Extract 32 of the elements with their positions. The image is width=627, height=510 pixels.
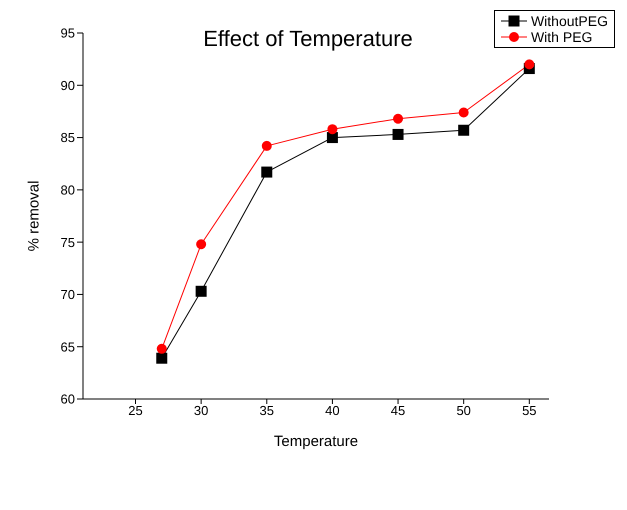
y-tick-label: 60 (60, 392, 75, 407)
legend-label: With PEG (530, 29, 592, 45)
x-tick-label: 30 (194, 403, 208, 418)
x-tick-label: 35 (260, 403, 274, 418)
point (196, 239, 206, 250)
point (156, 344, 167, 354)
x-tick-label: 55 (522, 403, 537, 418)
point (156, 352, 168, 364)
point (392, 128, 404, 140)
y-tick-label: 80 (60, 182, 75, 198)
y-tick-label: 90 (60, 78, 75, 93)
y-tick-label: 65 (60, 339, 75, 354)
point (327, 124, 338, 134)
x-tick-label: 25 (128, 403, 143, 418)
x-tick-label: 40 (325, 403, 340, 418)
point (393, 114, 404, 124)
point (458, 124, 470, 136)
point (458, 107, 469, 118)
y-tick-label: 75 (60, 234, 75, 250)
point (196, 286, 207, 297)
y-tick-label: 95 (60, 26, 75, 41)
chart-title: Effect of Temperature (203, 26, 413, 51)
point (524, 59, 534, 70)
legend-label: WithoutPEG (530, 13, 608, 29)
y-tick-label: 85 (60, 130, 75, 146)
y-tick-label: 70 (60, 287, 75, 302)
x-tick-label: 50 (456, 403, 471, 418)
point (261, 166, 272, 178)
point (262, 140, 272, 151)
y-axis-title: % removal (25, 180, 42, 252)
x-tick-label: 45 (390, 403, 406, 418)
x-axis-title: Temperature (274, 433, 358, 450)
